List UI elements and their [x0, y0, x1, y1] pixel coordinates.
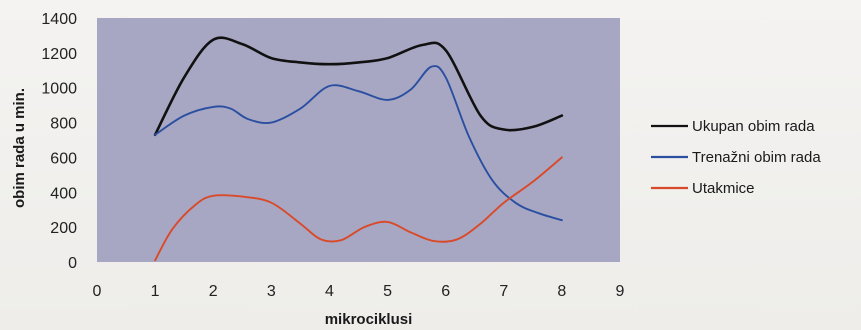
x-tick-label: 2 — [209, 283, 218, 300]
x-tick-label: 7 — [499, 283, 508, 300]
x-tick-label: 3 — [267, 283, 276, 300]
y-tick-label: 1000 — [41, 81, 77, 98]
series-line-trenazni — [154, 65, 563, 222]
plot-area — [97, 18, 620, 262]
x-tick-label: 5 — [383, 283, 392, 300]
x-tick-label: 8 — [557, 283, 566, 300]
legend-label-trenazni: Trenažni obim rada — [692, 149, 821, 166]
series-line-utakmice — [154, 156, 563, 262]
y-axis-title: obim rada u min. — [11, 88, 28, 208]
y-tick-label: 1200 — [41, 46, 77, 63]
y-axis-ticks: 0 200 400 600 800 1000 1200 1400 — [41, 11, 77, 272]
x-tick-label: 6 — [441, 283, 450, 300]
x-tick-label: 0 — [93, 283, 102, 300]
x-tick-label: 1 — [151, 283, 160, 300]
y-tick-label: 200 — [50, 220, 77, 237]
series-line-ukupan — [153, 36, 564, 137]
y-tick-label: 0 — [68, 255, 77, 272]
y-tick-label: 800 — [50, 116, 77, 133]
legend-label-utakmice: Utakmice — [692, 180, 755, 197]
x-axis-ticks: 0 1 2 3 4 5 6 7 8 9 — [93, 283, 625, 300]
legend: Ukupan obim rada Trenažni obim rada Utakmi… — [651, 118, 821, 197]
series-lines — [153, 36, 564, 262]
y-tick-label: 1400 — [41, 11, 77, 28]
x-tick-label: 4 — [325, 283, 334, 300]
legend-label-ukupan: Ukupan obim rada — [692, 118, 815, 135]
x-tick-label: 9 — [616, 283, 625, 300]
y-tick-label: 600 — [50, 150, 77, 167]
y-tick-label: 400 — [50, 185, 77, 202]
x-axis-title: mikrociklusi — [325, 311, 413, 328]
